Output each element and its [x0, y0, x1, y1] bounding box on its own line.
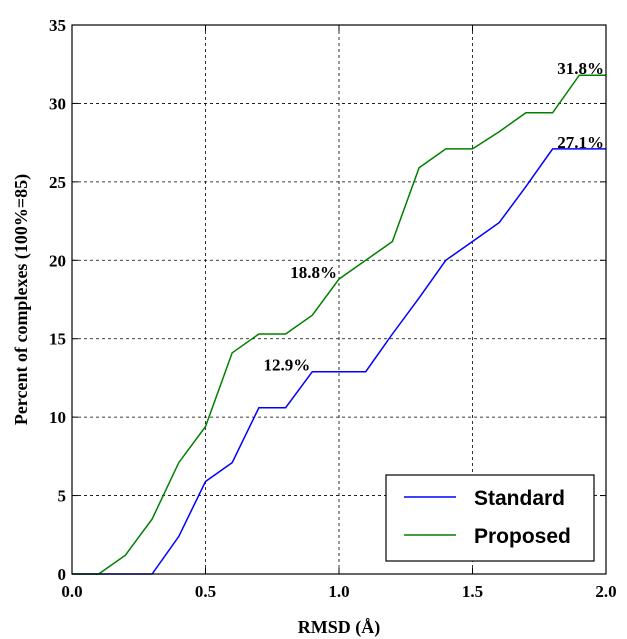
x-tick-label: 2.0: [595, 582, 616, 601]
annotation-label: 31.8%: [557, 59, 604, 78]
legend-label-proposed: Proposed: [474, 525, 571, 548]
x-tick-label: 0.0: [61, 582, 82, 601]
y-tick-label: 5: [58, 487, 67, 506]
x-axis-title: RMSD (Å): [298, 617, 381, 638]
annotation-label: 12.9%: [264, 356, 311, 375]
annotations: 12.9% 18.8% 27.1% 31.8%: [264, 59, 604, 374]
series-lines: [72, 74, 606, 575]
legend-box: [385, 474, 595, 562]
y-tick-label: 25: [49, 173, 66, 192]
annotation-label: 27.1%: [557, 133, 604, 152]
x-tick-label: 0.5: [195, 582, 216, 601]
tick-marks: [71, 24, 607, 575]
y-tick-label: 20: [49, 251, 66, 270]
legend: Standard Proposed: [385, 474, 595, 562]
legend-label-standard: Standard: [474, 487, 565, 510]
y-tick-label: 35: [49, 16, 66, 35]
y-tick-label: 10: [49, 408, 66, 427]
y-tick-label: 30: [49, 94, 66, 113]
x-tick-label: 1.5: [462, 582, 483, 601]
y-axis-title: Percent of complexes (100%=85): [11, 174, 32, 425]
series-line-standard: [72, 148, 606, 575]
annotation-label: 18.8%: [290, 263, 337, 282]
tick-labels: 0.0 0.5 1.0 1.5 2.0 0 5 10 15 20 25 30 35: [49, 16, 617, 601]
series-line-proposed: [72, 74, 606, 575]
x-tick-label: 1.0: [328, 582, 349, 601]
y-tick-label: 15: [49, 330, 66, 349]
y-tick-label: 0: [58, 565, 67, 584]
